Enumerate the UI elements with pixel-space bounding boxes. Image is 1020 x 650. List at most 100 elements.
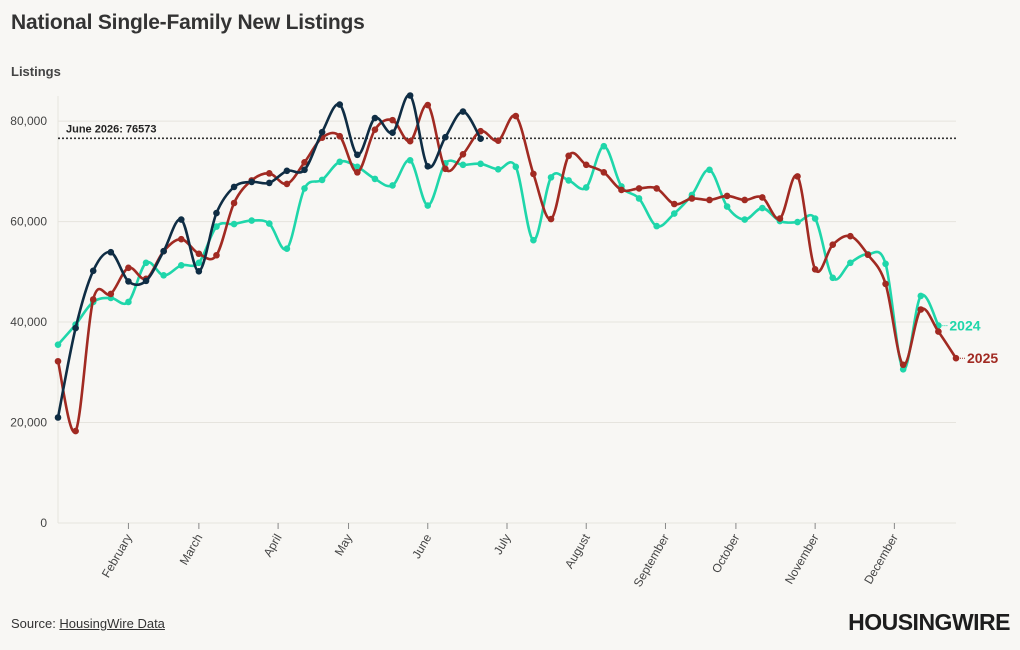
data-point <box>829 241 837 248</box>
data-point <box>54 341 62 348</box>
data-point <box>54 414 62 421</box>
reference-line: June 2026: 76573 <box>58 123 956 140</box>
data-point <box>635 195 643 202</box>
x-tick-labels: February March April May June July August Septe… <box>99 523 901 589</box>
data-point <box>336 132 344 140</box>
data-point <box>759 194 766 201</box>
x-tick-label: August <box>562 531 593 571</box>
data-point <box>424 101 432 109</box>
data-point <box>213 251 220 259</box>
data-point <box>265 170 273 177</box>
data-point <box>354 169 361 176</box>
data-point <box>230 199 238 207</box>
data-point <box>72 324 79 332</box>
series-2026 <box>54 92 484 421</box>
y-tick-label: 60,000 <box>10 215 47 229</box>
data-point <box>283 167 291 175</box>
data-point <box>318 128 326 136</box>
data-point <box>406 137 414 145</box>
reference-line-label: June 2026: 76573 <box>66 123 157 135</box>
data-point <box>618 186 625 194</box>
data-point <box>512 112 520 120</box>
data-point <box>125 264 132 272</box>
chart-title: National Single-Family New Listings <box>11 11 365 34</box>
data-point <box>406 157 414 164</box>
data-point <box>582 184 590 191</box>
data-point <box>248 178 255 186</box>
y-tick-labels: 0 20,000 40,000 60,000 80,000 <box>10 114 47 530</box>
data-point <box>811 215 819 222</box>
data-point <box>301 185 308 192</box>
data-point <box>653 222 660 230</box>
source-note: Source: HousingWire Data <box>11 616 165 631</box>
data-point <box>301 159 308 166</box>
data-point <box>371 126 379 133</box>
data-point <box>371 175 379 183</box>
data-point <box>794 218 801 226</box>
series-line-2026 <box>56 94 482 418</box>
data-point <box>283 180 291 188</box>
data-point <box>530 170 537 178</box>
data-point <box>565 177 572 184</box>
data-point <box>371 114 379 122</box>
data-point <box>477 160 484 168</box>
gridlines <box>57 96 956 524</box>
data-point <box>354 163 361 171</box>
data-point <box>847 232 854 240</box>
data-point <box>864 251 872 259</box>
data-point <box>952 354 960 362</box>
data-point <box>600 142 608 150</box>
data-point <box>424 202 432 209</box>
data-point <box>635 185 643 192</box>
data-point <box>442 165 449 173</box>
data-point <box>107 248 115 256</box>
data-point <box>72 427 79 435</box>
data-point <box>917 292 925 300</box>
data-point <box>213 223 220 230</box>
data-point <box>336 101 344 108</box>
data-point <box>125 298 132 306</box>
housingwire-logo: HOUSINGWIRE <box>848 609 1010 635</box>
y-tick-label: 40,000 <box>10 315 47 329</box>
data-point <box>600 169 608 176</box>
data-point <box>935 328 942 335</box>
data-point <box>794 173 801 180</box>
data-point <box>354 151 361 159</box>
data-point <box>847 259 854 267</box>
source-prefix: Source: <box>11 616 60 631</box>
x-tick-label: May <box>332 532 355 559</box>
x-tick-label: February <box>99 532 135 581</box>
data-point <box>160 272 167 279</box>
data-point <box>829 274 837 282</box>
data-point <box>459 161 467 169</box>
data-point <box>442 133 449 141</box>
data-point <box>301 166 308 174</box>
data-point <box>811 266 819 273</box>
data-point <box>706 196 713 204</box>
data-point <box>177 216 185 223</box>
y-tick-label: 20,000 <box>10 416 47 430</box>
x-tick-label: December <box>861 532 901 587</box>
data-point <box>142 277 150 285</box>
data-point <box>530 236 537 244</box>
data-point <box>213 209 220 217</box>
data-point <box>107 290 115 298</box>
data-point <box>318 176 326 184</box>
series-2025 <box>54 101 960 435</box>
data-point <box>389 116 396 124</box>
data-point <box>899 361 907 369</box>
series-group <box>54 92 960 435</box>
source-link[interactable]: HousingWire Data <box>59 616 165 631</box>
data-point <box>917 306 925 313</box>
data-point <box>882 260 889 268</box>
y-tick-label: 80,000 <box>10 114 47 128</box>
x-tick-label: October <box>709 531 742 575</box>
data-point <box>670 200 678 208</box>
data-point <box>494 137 502 145</box>
data-point <box>424 163 432 170</box>
data-point <box>723 192 731 200</box>
data-point <box>882 280 889 288</box>
data-point <box>177 235 185 243</box>
data-point <box>389 129 396 136</box>
x-tick-label: November <box>782 532 822 587</box>
